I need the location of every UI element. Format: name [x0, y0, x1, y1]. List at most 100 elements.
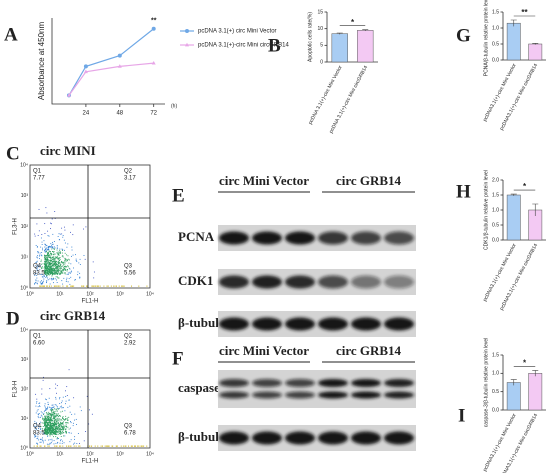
dot — [50, 412, 52, 414]
dot — [64, 229, 66, 231]
dot — [51, 267, 53, 269]
dot — [64, 257, 66, 259]
dot — [46, 413, 48, 415]
dot — [40, 263, 42, 265]
dot — [130, 445, 132, 447]
dot — [49, 429, 51, 431]
dot — [49, 413, 51, 415]
y-tick-label: 1.5 — [492, 352, 499, 358]
dot — [48, 428, 49, 429]
dot — [51, 427, 53, 429]
dot — [57, 270, 59, 272]
dot — [62, 236, 64, 238]
dot — [41, 255, 43, 257]
dot — [49, 268, 50, 270]
dot — [66, 277, 68, 279]
dot — [45, 267, 46, 269]
dot — [49, 257, 51, 258]
dot — [58, 270, 60, 272]
dot — [56, 245, 58, 246]
dot — [62, 255, 64, 257]
panel-letter: F — [172, 348, 184, 369]
dot — [36, 428, 37, 430]
dot — [64, 428, 66, 430]
dot — [46, 431, 48, 433]
dot — [38, 208, 40, 210]
dot — [45, 409, 47, 411]
dot — [53, 253, 55, 255]
dot — [46, 285, 48, 287]
dot — [56, 433, 58, 435]
dot — [46, 269, 48, 271]
dot — [38, 417, 40, 419]
dot — [56, 428, 58, 430]
dot — [35, 435, 37, 437]
dot — [66, 422, 68, 423]
dot — [46, 266, 48, 268]
dot — [55, 419, 57, 421]
dot — [47, 420, 49, 421]
dot — [54, 265, 56, 267]
dot — [50, 414, 52, 416]
dot — [71, 270, 72, 272]
dot — [54, 421, 56, 423]
dot — [50, 424, 52, 426]
dot — [67, 243, 69, 245]
x-tick-label: 10³ — [116, 451, 124, 457]
dot — [46, 274, 47, 276]
dot — [59, 285, 61, 287]
y-tick-label: 0 — [320, 59, 323, 65]
blot-band — [351, 275, 381, 289]
dot — [42, 281, 44, 283]
dot — [68, 267, 70, 269]
dot — [59, 427, 61, 429]
dot — [53, 268, 55, 270]
dot — [60, 436, 62, 437]
dot — [45, 417, 47, 419]
dot — [52, 429, 54, 431]
dot — [52, 416, 54, 418]
dot — [57, 422, 59, 423]
dot — [55, 268, 57, 270]
dot — [44, 262, 46, 264]
dot — [58, 233, 60, 235]
dot — [83, 228, 84, 230]
dot — [66, 270, 68, 272]
dot — [36, 438, 38, 440]
dot — [52, 247, 54, 249]
dot — [45, 428, 47, 430]
dot — [59, 398, 60, 400]
dot — [36, 445, 38, 447]
dot — [50, 423, 52, 425]
dot — [45, 422, 47, 424]
dot — [63, 435, 65, 437]
dot — [45, 431, 47, 433]
bar — [506, 194, 521, 241]
blot-band — [219, 379, 249, 387]
dot — [54, 408, 55, 410]
x-tick-label: 10¹ — [56, 451, 64, 457]
dot — [65, 432, 67, 434]
dot — [55, 429, 57, 431]
dot — [61, 400, 63, 402]
dot — [45, 432, 47, 434]
dot — [57, 422, 59, 424]
dot — [45, 276, 47, 278]
dot — [49, 261, 51, 263]
dot — [64, 261, 66, 263]
dot — [65, 415, 67, 417]
dot — [47, 279, 49, 281]
dot — [93, 271, 95, 273]
dot — [53, 429, 55, 431]
dot — [47, 406, 49, 408]
dot — [57, 429, 59, 431]
dot — [63, 427, 65, 429]
dot — [55, 396, 57, 398]
dot — [51, 245, 53, 247]
dot — [56, 267, 58, 268]
blot-strip — [218, 225, 416, 251]
dot — [61, 266, 63, 268]
dot — [46, 413, 48, 415]
dot — [46, 260, 48, 262]
dot — [46, 257, 48, 259]
